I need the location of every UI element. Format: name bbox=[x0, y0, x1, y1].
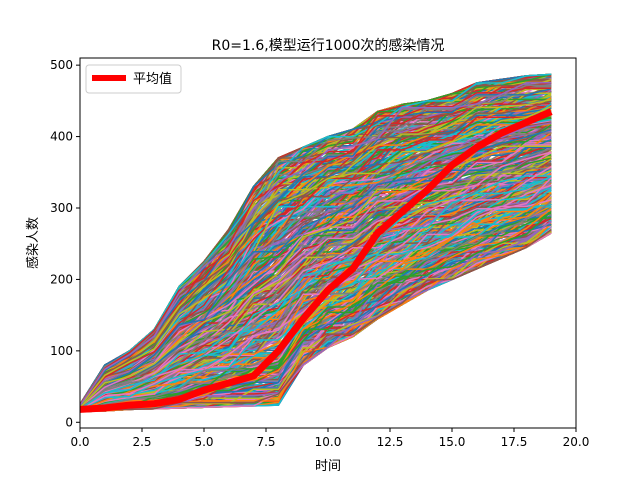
simulation-run-line bbox=[80, 98, 552, 407]
y-tick-label: 0 bbox=[65, 415, 73, 429]
x-tick-label: 17.5 bbox=[501, 435, 528, 449]
simulation-run-line bbox=[80, 177, 552, 410]
plot-area bbox=[80, 73, 553, 413]
chart-title: R0=1.6,模型运行1000次的感染情况 bbox=[212, 37, 445, 54]
y-axis-ticks: 0 100 200 300 400 500 bbox=[50, 58, 80, 429]
simulation-run-line bbox=[80, 192, 552, 411]
simulation-run-line bbox=[80, 73, 552, 405]
simulation-run-line bbox=[80, 105, 552, 407]
x-tick-label: 2.5 bbox=[132, 435, 151, 449]
simulation-run-line bbox=[80, 82, 552, 406]
y-tick-label: 200 bbox=[50, 272, 73, 286]
simulation-run-line bbox=[80, 229, 552, 412]
x-tick-label: 12.5 bbox=[377, 435, 404, 449]
legend-box bbox=[85, 64, 182, 94]
x-tick-label: 7.5 bbox=[256, 435, 275, 449]
simulation-run-line bbox=[80, 114, 552, 407]
simulation-run-line bbox=[80, 151, 552, 409]
simulation-run-line bbox=[80, 158, 552, 409]
simulation-run-line bbox=[80, 145, 552, 408]
simulation-run-line bbox=[80, 216, 552, 412]
x-tick-label: 10.0 bbox=[315, 435, 342, 449]
x-tick-label: 5.0 bbox=[194, 435, 213, 449]
simulation-run-line bbox=[80, 175, 552, 410]
mean-series-line bbox=[80, 108, 553, 413]
simulation-run-line bbox=[80, 146, 552, 409]
simulation-run-line bbox=[80, 210, 552, 412]
y-tick-label: 400 bbox=[50, 130, 73, 144]
x-tick-label: 20.0 bbox=[563, 435, 590, 449]
x-tick-label: 15.0 bbox=[439, 435, 466, 449]
simulation-run-line bbox=[80, 144, 552, 409]
legend-label-mean: 平均值 bbox=[133, 71, 172, 87]
x-tick-label: 0.0 bbox=[70, 435, 89, 449]
y-tick-label: 300 bbox=[50, 201, 73, 215]
simulation-run-line bbox=[80, 204, 552, 412]
y-tick-label: 100 bbox=[50, 344, 73, 358]
x-axis-ticks: 0.0 2.5 5.0 7.5 10.0 12.5 15.0 17.5 20.0 bbox=[70, 428, 589, 449]
y-tick-label: 500 bbox=[50, 58, 73, 72]
simulation-run-line bbox=[80, 173, 552, 410]
simulation-run-line bbox=[80, 166, 552, 410]
legend: 平均值 bbox=[85, 64, 182, 94]
simulation-run-line bbox=[80, 87, 552, 406]
simulation-run-line bbox=[80, 98, 552, 407]
simulation-runs bbox=[80, 73, 552, 413]
y-axis-label: 感染人数 bbox=[25, 217, 41, 269]
simulation-run-line bbox=[80, 120, 552, 408]
x-axis-label: 时间 bbox=[315, 459, 341, 474]
